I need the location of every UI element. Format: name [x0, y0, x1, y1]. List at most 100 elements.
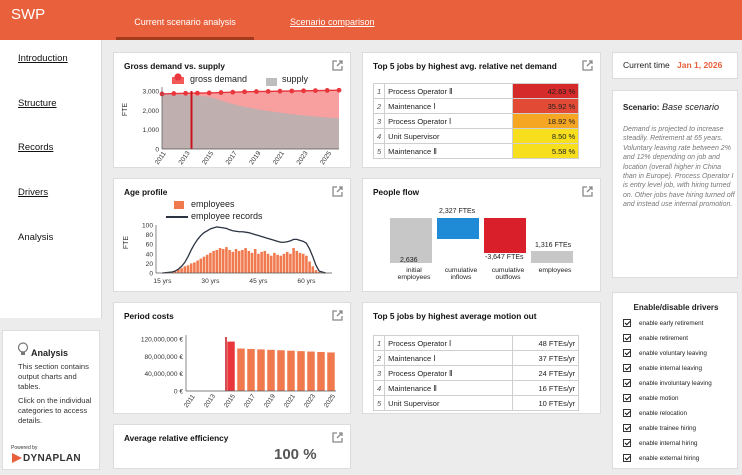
- flow-value-initial: 2,636: [400, 257, 418, 264]
- current-time-card: Current time Jan 1, 2026: [612, 52, 738, 79]
- period-costs-card: Period costs 0 € 40,000,000 € 80,000,000 €…: [113, 302, 351, 414]
- demand-point: [195, 90, 200, 96]
- current-time-value[interactable]: Jan 1, 2026: [677, 60, 723, 70]
- x-tick-label: 2019: [248, 150, 262, 166]
- flow-bar-employees: [531, 251, 573, 263]
- period-costs-chart: 0 € 40,000,000 € 80,000,000 € 120,000,000 €…: [141, 335, 337, 409]
- checkbox[interactable]: [623, 319, 631, 327]
- flow-label-initial: initial employees: [397, 267, 431, 281]
- info-panel: Analysis This section contains output ch…: [2, 330, 100, 470]
- efficiency-title: Average relative efficiency: [124, 433, 229, 443]
- y-tick-label: 40,000,000 €: [144, 371, 183, 378]
- expand-icon[interactable]: [331, 309, 344, 322]
- checkbox[interactable]: [623, 349, 631, 357]
- driver-motion[interactable]: enable motion: [623, 393, 679, 403]
- x-tick-label: 2021: [272, 150, 286, 166]
- tab-current-scenario[interactable]: Current scenario analysis: [116, 17, 254, 40]
- checkbox[interactable]: [623, 394, 631, 402]
- table-row: 1 Process Operator Ⅱ 42.63 %: [372, 83, 580, 99]
- employees-bar: [183, 266, 187, 273]
- legend-supply-swatch: [266, 78, 277, 86]
- demand-point: [265, 88, 271, 94]
- x-tick-label: 2025: [319, 150, 333, 166]
- expand-icon[interactable]: [581, 185, 594, 198]
- driver-voluntary-leaving[interactable]: enable voluntary leaving: [623, 348, 707, 358]
- table-row: 2 Maintenance Ⅰ 37 FTEs/yr: [372, 350, 580, 366]
- sidebar-item-introduction[interactable]: Introduction: [18, 53, 68, 64]
- cost-bar: [227, 341, 235, 391]
- checkbox[interactable]: [623, 409, 631, 417]
- efficiency-card: Average relative efficiency 100 %: [113, 424, 351, 469]
- sidebar-item-analysis[interactable]: Analysis: [18, 232, 54, 243]
- demand-point: [301, 88, 306, 94]
- flow-bar-outflows: [484, 218, 526, 253]
- employees-bar: [305, 255, 308, 273]
- demand-point: [218, 90, 224, 95]
- legend-employees-label: employees: [191, 199, 235, 209]
- scenario-name: Base scenario: [662, 102, 720, 112]
- x-tick-label: 2013: [178, 150, 192, 166]
- employees-bar: [247, 250, 251, 273]
- table-row: 1 Process Operator Ⅰ 48 FTEs/yr: [372, 335, 580, 351]
- sidebar-item-records[interactable]: Records: [18, 142, 54, 153]
- sidebar-item-structure[interactable]: Structure: [18, 98, 57, 109]
- lightbulb-icon: [17, 342, 29, 355]
- employees-bar: [314, 270, 318, 273]
- y-tick-label: 80: [146, 232, 154, 239]
- checkbox[interactable]: [623, 454, 631, 462]
- x-tick-label: 2019: [263, 393, 277, 409]
- checkbox[interactable]: [623, 439, 631, 447]
- checkbox[interactable]: [623, 334, 631, 342]
- expand-icon[interactable]: [331, 185, 344, 198]
- y-tick-label: 0: [155, 147, 159, 154]
- employees-bar: [250, 252, 254, 273]
- employees-bar: [231, 251, 235, 273]
- employees-bar: [212, 250, 215, 273]
- checkbox[interactable]: [623, 424, 631, 432]
- employees-bar: [177, 269, 180, 273]
- top5-motion-title: Top 5 jobs by highest average motion out: [373, 311, 537, 321]
- legend-demand-marker: [172, 73, 184, 84]
- flow-bar-initial: [390, 218, 432, 263]
- employees-bar: [282, 253, 286, 273]
- employees-bar: [279, 255, 283, 273]
- employees-bar: [273, 252, 276, 273]
- checkbox[interactable]: [623, 379, 631, 387]
- expand-icon[interactable]: [331, 59, 344, 72]
- checkbox[interactable]: [623, 364, 631, 372]
- y-tick-label: 1,000: [142, 127, 159, 134]
- driver-involuntary-leaving[interactable]: enable involuntary leaving: [623, 378, 712, 388]
- employees-bar: [276, 254, 279, 273]
- driver-retirement[interactable]: enable retirement: [623, 333, 688, 343]
- driver-external-hiring[interactable]: enable external hiring: [623, 453, 699, 463]
- info-text-2: Click on the individual categories to ac…: [18, 396, 92, 425]
- employees-bar: [209, 252, 212, 273]
- driver-internal-hiring[interactable]: enable internal hiring: [623, 438, 697, 448]
- driver-early-retirement[interactable]: enable early retirement: [623, 318, 703, 328]
- gross-demand-card: Gross demand vs. supply gross demand sup…: [113, 52, 351, 168]
- age-profile-chart: 0 20 40 60 80 100 15 yrs 30 yrs 45 yrs 60 yrs: [142, 223, 332, 285]
- employees-bar: [292, 248, 295, 273]
- sidebar-item-drivers[interactable]: Drivers: [18, 187, 49, 198]
- employees-bar: [228, 249, 231, 273]
- demand-point: [183, 90, 188, 96]
- dynaplan-mark-icon: [12, 453, 22, 463]
- top5-demand-card: Top 5 jobs by highest avg. relative net …: [362, 52, 601, 168]
- employees-bar: [253, 249, 257, 273]
- driver-internal-leaving[interactable]: enable internal leaving: [623, 363, 702, 373]
- x-tick-label: 2017: [243, 393, 257, 409]
- expand-icon[interactable]: [581, 59, 594, 72]
- driver-relocation[interactable]: enable relocation: [623, 408, 687, 418]
- people-flow-card: People flow 2,636 2,327 FTEs -3,647 FTEs…: [362, 178, 601, 292]
- tab-scenario-comparison[interactable]: Scenario comparison: [290, 17, 375, 27]
- demand-point: [336, 87, 342, 93]
- x-tick-label: 2017: [225, 150, 239, 166]
- expand-icon[interactable]: [331, 431, 344, 444]
- y-tick-label: 0 €: [174, 389, 183, 396]
- employees-bar: [234, 249, 238, 273]
- employees-bar: [263, 250, 267, 273]
- y-tick-label: 60: [146, 242, 154, 249]
- driver-trainee-hiring[interactable]: enable trainee hiring: [623, 423, 696, 433]
- y-tick-label: 100: [142, 223, 153, 230]
- employees-bar: [205, 254, 209, 273]
